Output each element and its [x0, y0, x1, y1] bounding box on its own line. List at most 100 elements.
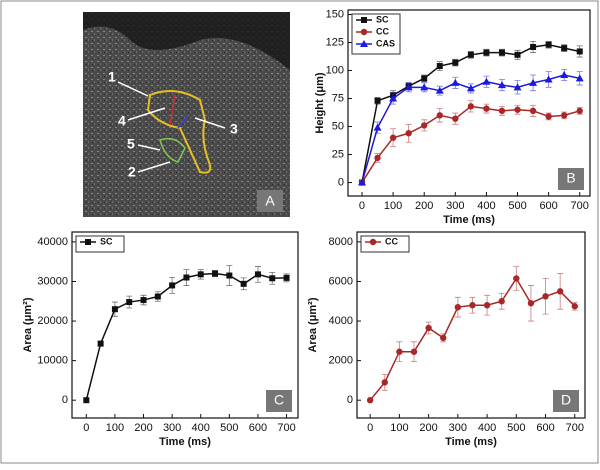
- legend-marker: [361, 17, 367, 23]
- marker-blue: [177, 114, 189, 129]
- y-tick-label: 0: [347, 394, 353, 406]
- x-tick-label: 400: [478, 422, 496, 434]
- panel-label-box: [266, 390, 292, 412]
- legend-entry: CAS: [376, 38, 395, 48]
- point: [452, 115, 459, 122]
- point: [405, 130, 412, 137]
- point: [466, 84, 475, 92]
- point: [514, 51, 521, 58]
- point: [440, 334, 447, 342]
- point: [421, 75, 428, 82]
- chart: 0 100 200 300 400 500 600 700 0 25 50 75 100 125 150 Ti…: [314, 8, 591, 226]
- legend: SC CC CAS: [351, 13, 401, 55]
- x-tick-label: 300: [163, 422, 181, 434]
- point: [513, 275, 520, 282]
- y-tick-label: 4000: [329, 315, 353, 327]
- point: [381, 379, 388, 386]
- point: [366, 396, 374, 404]
- annotation: 4: [118, 113, 126, 129]
- annotation: 3: [230, 121, 238, 137]
- image-dark-top: [83, 12, 290, 70]
- plot-frame: [71, 231, 299, 419]
- x-axis-label: Time (ms): [159, 436, 211, 448]
- plot-frame: [347, 9, 591, 197]
- point: [240, 280, 247, 287]
- point: [483, 302, 491, 309]
- series: [366, 266, 578, 404]
- point: [571, 303, 578, 310]
- x-tick-label: 600: [249, 422, 267, 434]
- legend-marker: [369, 238, 377, 246]
- panel-label-box: [257, 190, 283, 212]
- y-tick-label: 25: [332, 148, 344, 160]
- point: [467, 51, 474, 58]
- point: [497, 81, 506, 89]
- x-tick-label: 200: [134, 422, 152, 434]
- chart: 0 100 200 300 400 500 600 700 0 10000 20000 30000 40…: [22, 231, 299, 448]
- annotation: 5: [127, 136, 135, 152]
- point: [530, 43, 537, 50]
- point: [374, 97, 381, 104]
- legend: CC: [360, 235, 410, 253]
- point: [254, 271, 261, 278]
- point: [404, 83, 413, 91]
- x-tick-label: 100: [384, 200, 402, 212]
- point: [269, 275, 276, 282]
- x-tick-label: 500: [507, 422, 525, 434]
- x-tick-label: 300: [446, 200, 464, 212]
- legend-entry: CC: [385, 236, 398, 246]
- point: [436, 112, 443, 119]
- point: [140, 297, 147, 304]
- x-tick-label: 500: [220, 422, 238, 434]
- point: [420, 83, 429, 91]
- point: [561, 45, 568, 52]
- y-tick-label: 40000: [37, 236, 68, 248]
- legend: SC: [75, 235, 125, 253]
- point: [560, 70, 569, 78]
- point: [111, 306, 118, 313]
- annotation: 1: [108, 69, 116, 85]
- series-line: [361, 43, 580, 183]
- x-tick-label: 500: [508, 200, 526, 212]
- x-tick-label: 700: [277, 422, 295, 434]
- point: [498, 107, 506, 115]
- y-tick-label: 125: [326, 36, 344, 48]
- point: [498, 298, 505, 305]
- point: [544, 75, 553, 83]
- point: [529, 78, 538, 86]
- point: [451, 78, 460, 86]
- x-tick-label: 600: [539, 200, 557, 212]
- point: [483, 105, 490, 112]
- point: [575, 74, 584, 82]
- point: [97, 340, 104, 347]
- point: [283, 274, 290, 281]
- point: [389, 94, 398, 102]
- plot-frame: [356, 231, 586, 419]
- point: [197, 271, 204, 278]
- series: [358, 100, 583, 186]
- point: [482, 77, 491, 85]
- point: [373, 123, 382, 131]
- panel-label-box: [553, 390, 579, 412]
- point: [83, 397, 90, 404]
- y-tick-label: 30000: [37, 275, 68, 287]
- legend-entry: CC: [376, 26, 389, 36]
- point: [527, 300, 535, 307]
- series-line: [85, 272, 287, 401]
- x-tick-label: 200: [415, 200, 433, 212]
- legend-marker: [360, 40, 368, 47]
- y-tick-label: 0: [62, 394, 68, 406]
- point: [498, 49, 505, 56]
- point: [357, 178, 366, 186]
- point: [560, 112, 568, 119]
- y-tick-label: 150: [326, 8, 344, 20]
- point: [545, 41, 552, 48]
- x-tick-label: 300: [449, 422, 467, 434]
- outline-yellow: [146, 90, 212, 174]
- marker-red: [169, 94, 176, 126]
- point: [436, 63, 443, 70]
- point: [126, 299, 133, 306]
- point: [556, 288, 564, 295]
- panel-label: D: [561, 392, 571, 408]
